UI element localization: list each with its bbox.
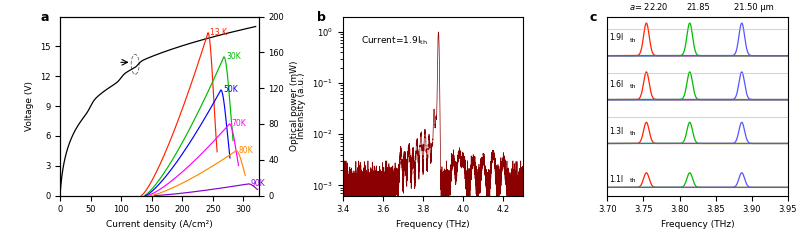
X-axis label: Frequency (THz): Frequency (THz) (661, 220, 734, 229)
Text: 13 K: 13 K (210, 28, 227, 37)
Text: 1.1I: 1.1I (610, 175, 624, 184)
Text: 70K: 70K (232, 119, 246, 128)
Text: 50K: 50K (223, 86, 238, 95)
Text: th: th (630, 131, 636, 136)
Text: 21.50 μm: 21.50 μm (734, 3, 774, 12)
Text: th: th (630, 84, 636, 89)
X-axis label: Current density (A/cm²): Current density (A/cm²) (106, 220, 213, 229)
Text: 1.3I: 1.3I (610, 127, 624, 136)
Text: $a$= 22.20: $a$= 22.20 (629, 1, 669, 12)
X-axis label: Frequency (THz): Frequency (THz) (396, 220, 470, 229)
Text: 30K: 30K (226, 52, 241, 61)
Text: 21.85: 21.85 (687, 3, 710, 12)
Y-axis label: Optical power (mW): Optical power (mW) (290, 61, 299, 151)
Text: c: c (590, 11, 597, 24)
Text: a: a (40, 11, 49, 24)
Y-axis label: Intensity (a.u.): Intensity (a.u.) (298, 73, 306, 139)
Text: th: th (630, 178, 636, 183)
Y-axis label: Voltage (V): Voltage (V) (26, 81, 34, 131)
Text: b: b (318, 11, 326, 24)
Text: Current=1.9I$_{\rm th}$: Current=1.9I$_{\rm th}$ (361, 34, 428, 47)
Text: th: th (630, 38, 636, 43)
Text: 1.6I: 1.6I (610, 80, 624, 89)
Text: 90K: 90K (250, 179, 266, 188)
Text: 80K: 80K (238, 146, 253, 155)
Text: 1.9I: 1.9I (610, 33, 624, 42)
